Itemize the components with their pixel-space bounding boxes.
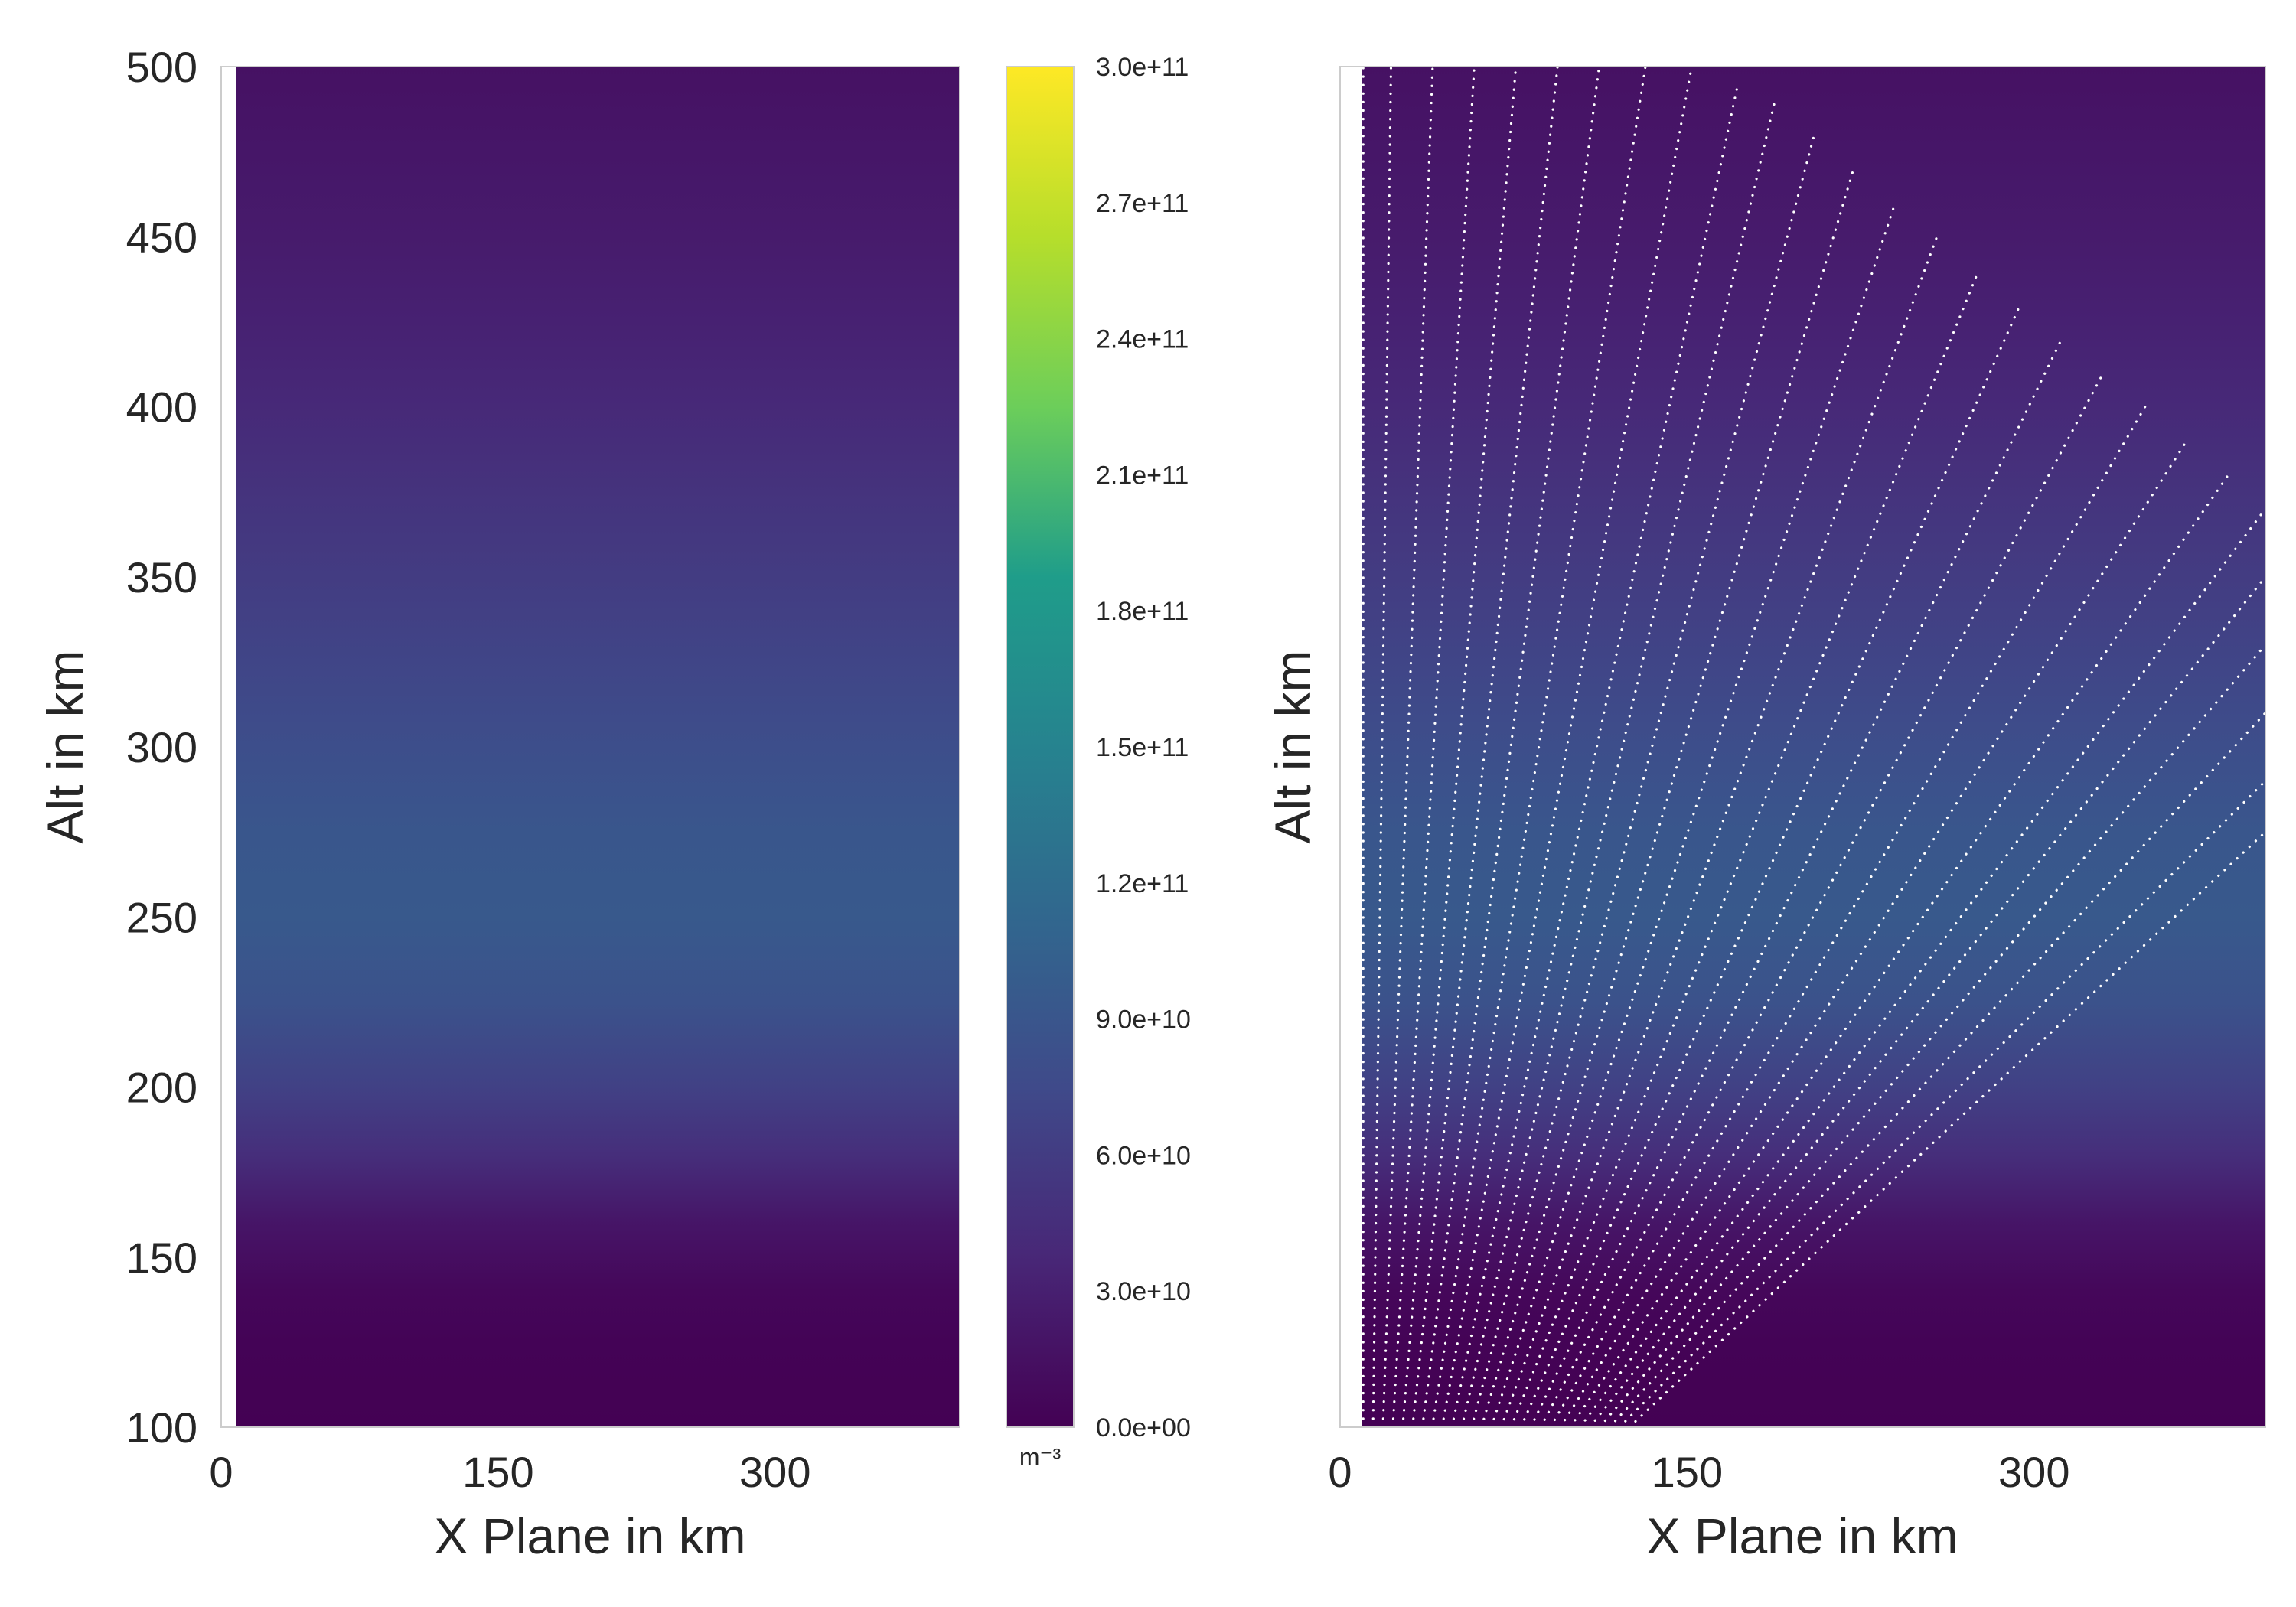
- x-tick-label: 300: [739, 1448, 810, 1496]
- x-tick-label: 0: [209, 1448, 233, 1496]
- right-ray-panel: 0 150 300 X Plane in km Alt in km: [1264, 65, 2267, 1564]
- left-density-panel: 100 150 200 250 300 350 400 450 500 0 150 300 X Pl…: [37, 43, 960, 1564]
- ray-path: [1568, 473, 2230, 1429]
- y-tick-label: 450: [126, 213, 197, 261]
- ray-path: [1420, 65, 1601, 1429]
- ray-path: [1440, 65, 1694, 1429]
- ray-path: [1588, 575, 2267, 1429]
- colorbar-unit-label: m⁻³: [1019, 1443, 1062, 1471]
- ray-path: [1489, 201, 1896, 1429]
- y-tick-label: 100: [126, 1403, 197, 1452]
- x-tick-label: 300: [1998, 1448, 2069, 1496]
- colorbar-tick-label: 9.0e+10: [1096, 1006, 1191, 1035]
- x-tick-label: 0: [1328, 1448, 1352, 1496]
- colorbar-tick-label: 2.7e+11: [1096, 189, 1189, 218]
- left-x-axis-label: X Plane in km: [434, 1508, 745, 1564]
- left-y-tick-labels: 100 150 200 250 300 350 400 450 500: [126, 43, 197, 1452]
- ray-path: [1401, 65, 1518, 1429]
- colorbar-tick-label: 1.8e+11: [1096, 597, 1189, 626]
- right-y-axis-label: Alt in km: [1264, 650, 1321, 843]
- ray-path: [1371, 65, 1393, 1429]
- left-density-field: [236, 67, 960, 1427]
- colorbar: 0.0e+00 3.0e+10 6.0e+10 9.0e+10 1.2e+11 1.5e+…: [1006, 53, 1191, 1471]
- ray-path: [1559, 439, 2188, 1429]
- ray-path: [1381, 65, 1434, 1429]
- colorbar-tick-label: 1.2e+11: [1096, 869, 1189, 898]
- x-tick-label: 150: [462, 1448, 533, 1496]
- ray-path: [1499, 235, 1939, 1429]
- colorbar-frame: [1006, 66, 1075, 1428]
- left-y-axis-label: Alt in km: [37, 650, 93, 843]
- ray-paths: [1362, 65, 2267, 1429]
- ray-path: [1608, 711, 2267, 1429]
- colorbar-tick-label: 3.0e+10: [1096, 1277, 1191, 1306]
- ray-path: [1450, 82, 1740, 1429]
- ray-path: [1519, 303, 2022, 1429]
- colorbar-tick-label: 3.0e+11: [1096, 53, 1189, 82]
- y-tick-label: 150: [126, 1234, 197, 1282]
- right-x-tick-labels: 0 150 300: [1328, 1448, 2069, 1496]
- colorbar-tick-label: 1.5e+11: [1096, 733, 1189, 762]
- ray-path: [1430, 65, 1647, 1429]
- colorbar-tick-label: 6.0e+10: [1096, 1141, 1191, 1170]
- x-tick-label: 150: [1652, 1448, 1723, 1496]
- ray-path: [1628, 830, 2267, 1429]
- colorbar-gradient: [1006, 67, 1074, 1427]
- y-tick-label: 250: [126, 893, 197, 941]
- colorbar-tick-label: 2.4e+11: [1096, 325, 1189, 354]
- y-tick-label: 500: [126, 43, 197, 91]
- left-axes-frame: [220, 66, 960, 1428]
- right-axes-frame: [1339, 66, 2266, 1428]
- colorbar-tick-labels: 0.0e+00 3.0e+10 6.0e+10 9.0e+10 1.2e+11 1.5e+…: [1096, 53, 1191, 1442]
- ray-path: [1618, 779, 2267, 1429]
- y-tick-label: 400: [126, 383, 197, 432]
- right-density-field: [1362, 67, 2265, 1427]
- colorbar-tick-label: 0.0e+00: [1096, 1413, 1191, 1442]
- colorbar-tick-label: 2.1e+11: [1096, 461, 1189, 490]
- y-tick-label: 300: [126, 723, 197, 771]
- ray-path: [1549, 405, 2147, 1429]
- right-x-axis-label: X Plane in km: [1646, 1508, 1958, 1564]
- y-tick-label: 350: [126, 553, 197, 601]
- left-x-tick-labels: 0 150 300: [209, 1448, 810, 1496]
- y-tick-label: 200: [126, 1064, 197, 1112]
